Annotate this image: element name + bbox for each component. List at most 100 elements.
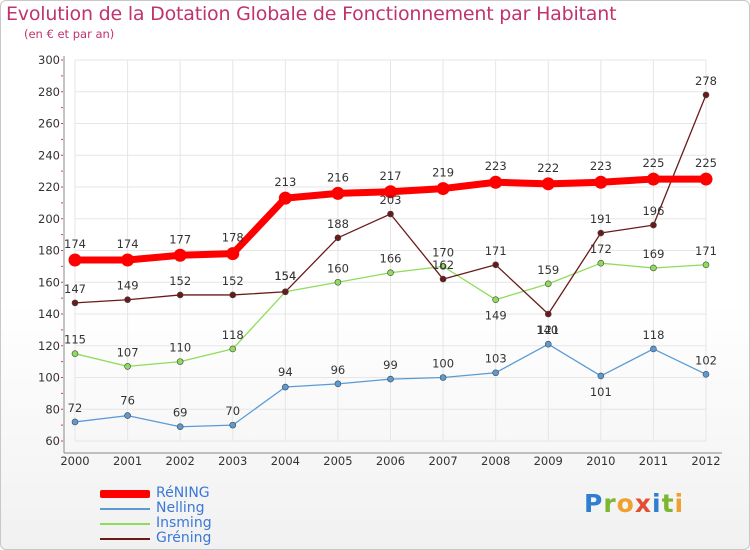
data-label: 152: [169, 274, 191, 288]
data-point: [334, 380, 342, 388]
data-point: [229, 421, 237, 429]
data-point: [646, 172, 660, 186]
y-tick-label: 100: [38, 371, 60, 385]
legend-swatch-grening: [100, 538, 150, 540]
data-label: 154: [274, 269, 296, 283]
data-point: [699, 172, 713, 186]
data-label: 217: [380, 169, 402, 183]
x-tick-label: 2008: [481, 454, 510, 468]
data-label: 147: [64, 282, 86, 296]
data-label: 99: [383, 358, 398, 372]
data-point: [124, 363, 131, 370]
data-label: 160: [327, 261, 349, 275]
data-point: [702, 371, 710, 378]
data-point: [282, 288, 289, 296]
x-tick-label: 2001: [113, 454, 142, 468]
data-point: [439, 275, 447, 283]
axes: 60 80 100 120 140 160 180 200 220 240 260 280 300 200…: [38, 53, 722, 468]
data-point: [71, 418, 79, 426]
x-tick-label: 2011: [639, 454, 668, 468]
data-point: [278, 191, 292, 205]
chart-subtitle: (en € et par an): [24, 27, 115, 41]
data-point: [387, 269, 394, 277]
y-tick-label: 200: [38, 212, 60, 226]
data-label: 107: [117, 345, 139, 359]
data-point: [334, 234, 342, 242]
data-point: [176, 423, 184, 431]
data-point: [173, 248, 187, 262]
data-label: 223: [590, 159, 612, 173]
data-label: 149: [117, 279, 139, 293]
data-point: [702, 261, 710, 269]
x-tick-label: 2007: [428, 454, 457, 468]
x-tick-label: 2002: [166, 454, 195, 468]
data-label: 223: [485, 159, 507, 173]
data-point: [439, 374, 447, 381]
data-point: [492, 296, 499, 304]
legend-swatch-insming: [100, 523, 150, 525]
x-tick-label: 2000: [60, 454, 89, 468]
data-label: 219: [432, 166, 454, 180]
legend-item-insming: Insming: [100, 515, 300, 531]
data-label: 222: [537, 161, 559, 175]
data-point: [124, 412, 131, 419]
x-tick-label: 2004: [271, 454, 300, 468]
data-label: 216: [327, 170, 349, 184]
y-tick-label: 180: [38, 244, 60, 258]
legend-label-nelling: Nelling: [156, 500, 205, 516]
data-point: [492, 261, 499, 269]
data-point: [384, 185, 397, 199]
data-point: [121, 253, 135, 267]
data-label: 278: [695, 74, 717, 88]
data-point: [176, 291, 184, 299]
data-point: [226, 247, 240, 261]
data-label: 174: [117, 237, 139, 251]
data-label: 149: [485, 309, 507, 323]
data-label: 152: [222, 274, 244, 288]
data-label: 162: [432, 258, 454, 272]
data-label: 203: [380, 193, 402, 207]
y-tick-label: 120: [38, 339, 60, 353]
data-label: 118: [642, 328, 664, 342]
data-label: 72: [68, 401, 83, 415]
data-label: 69: [173, 406, 188, 420]
data-label: 140: [536, 323, 558, 337]
data-label: 213: [274, 175, 296, 189]
data-point: [436, 182, 450, 196]
data-label: 70: [225, 404, 240, 418]
data-point: [229, 291, 237, 299]
data-label: 178: [222, 231, 244, 245]
x-tick-label: 2006: [376, 454, 405, 468]
data-label: 101: [590, 385, 612, 399]
data-point: [334, 278, 342, 286]
data-point: [331, 186, 345, 200]
data-point: [176, 358, 184, 365]
data-label: 225: [642, 156, 664, 170]
legend-swatch-nelling: [100, 508, 150, 510]
legend-label-rening: RéNING: [156, 485, 210, 501]
x-tick-label: 2005: [323, 454, 352, 468]
data-label: 171: [695, 244, 717, 258]
data-point: [387, 210, 394, 218]
data-point: [597, 229, 605, 237]
data-label: 159: [537, 263, 559, 277]
data-label: 96: [331, 363, 346, 377]
data-label: 177: [169, 232, 191, 246]
data-label: 196: [642, 204, 664, 218]
data-point: [650, 221, 657, 229]
legend-label-grening: Gréning: [156, 530, 212, 546]
y-tick-label: 140: [38, 307, 60, 321]
data-label: 166: [380, 252, 402, 266]
data-label: 172: [590, 242, 612, 256]
data-point: [439, 263, 447, 270]
data-label: 191: [590, 212, 612, 226]
data-point: [229, 345, 237, 353]
data-point: [68, 253, 82, 267]
data-point: [124, 296, 131, 304]
data-label: 169: [642, 247, 664, 261]
data-labels: 72 76 69 70 94 96 99 100 103 121 101 118 102 115 107 11…: [64, 74, 717, 420]
data-label: 154: [274, 269, 296, 283]
x-tick-label: 2009: [534, 454, 563, 468]
legend: RéNING Nelling Insming Gréning: [100, 485, 300, 546]
